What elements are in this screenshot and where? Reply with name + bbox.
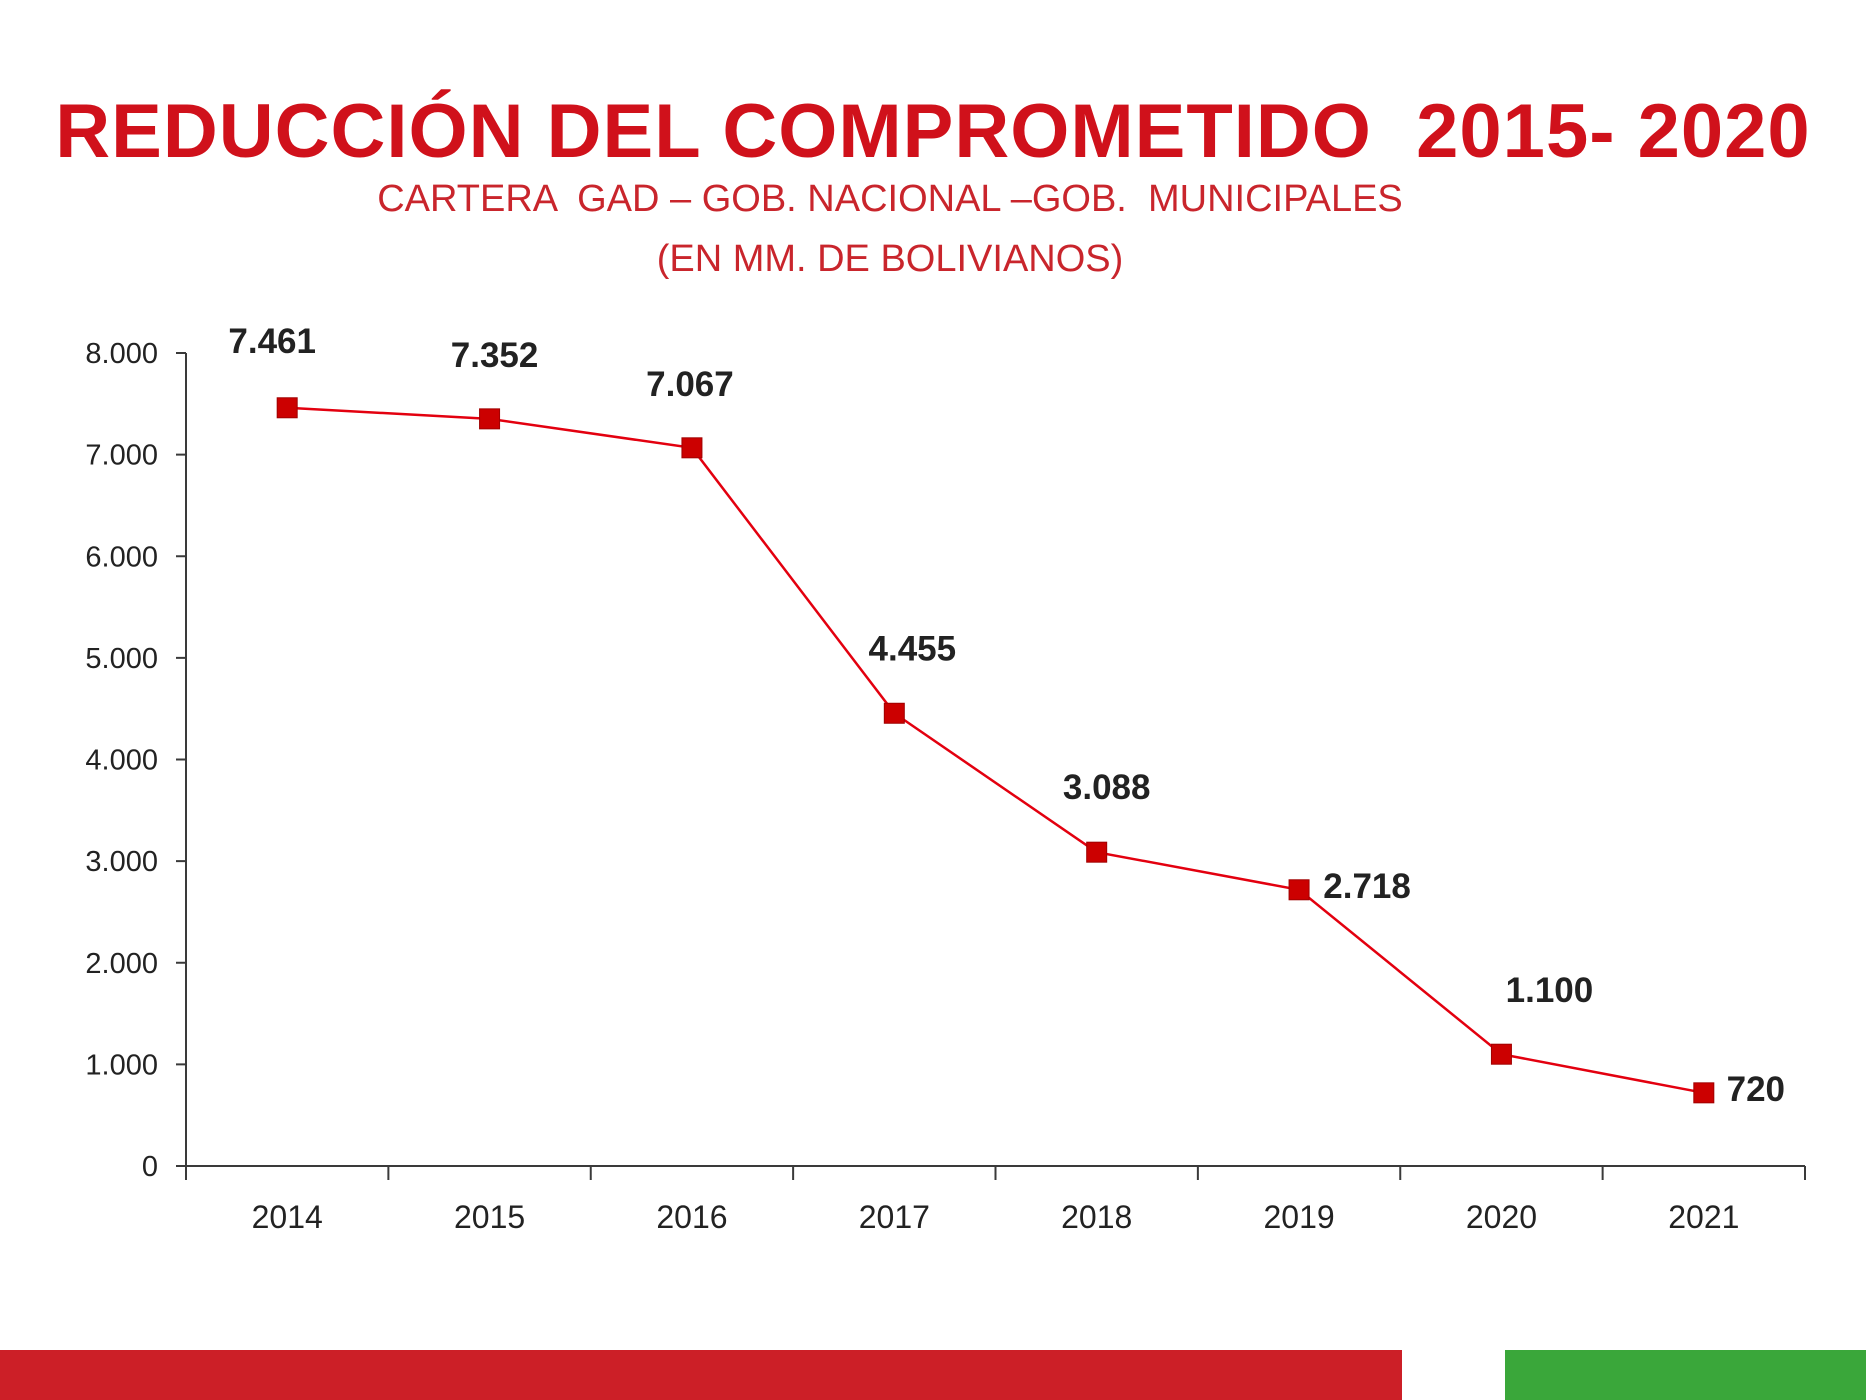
series-line <box>287 406 1705 1095</box>
y-tick-label: 1.000 <box>85 1049 158 1081</box>
data-label: 1.100 <box>1506 971 1594 1010</box>
y-tick-label: 3.000 <box>85 846 158 878</box>
x-tick-label: 2014 <box>252 1199 323 1235</box>
data-point-marker <box>681 437 703 459</box>
data-point-marker <box>1288 879 1310 901</box>
x-tick-label: 2018 <box>1061 1199 1132 1235</box>
y-tick-label: 4.000 <box>85 745 158 777</box>
y-tick-label: 0 <box>142 1151 158 1183</box>
x-tick-label: 2020 <box>1466 1199 1537 1235</box>
y-tick-label: 8.000 <box>85 338 158 370</box>
data-label: 720 <box>1727 1070 1785 1109</box>
data-point-marker <box>1693 1082 1715 1104</box>
data-label: 7.461 <box>228 322 316 361</box>
footer-red-bar <box>0 1350 1402 1400</box>
x-tick-label: 2021 <box>1668 1199 1739 1235</box>
y-tick-label: 6.000 <box>85 541 158 573</box>
chart-units-subtitle: (EN MM. DE BOLIVIANOS) <box>656 238 1124 280</box>
x-tick-label: 2015 <box>454 1199 525 1235</box>
y-tick-label: 5.000 <box>85 643 158 675</box>
y-tick-label: 2.000 <box>85 948 158 980</box>
x-tick-label: 2019 <box>1263 1199 1334 1235</box>
chart-subtitle: CARTERA GAD – GOB. NACIONAL –GOB. MUNICI… <box>377 178 1403 220</box>
data-point-marker <box>1490 1043 1512 1065</box>
data-point-marker <box>276 397 298 419</box>
data-point-marker <box>1086 841 1108 863</box>
data-label: 7.352 <box>451 336 539 375</box>
data-label: 7.067 <box>646 365 734 404</box>
data-label: 3.088 <box>1063 768 1151 807</box>
data-point-marker <box>479 408 501 430</box>
chart-title: REDUCCIÓN DEL COMPROMETIDO 2015- 2020 <box>55 89 1811 174</box>
data-point-marker <box>883 702 905 724</box>
footer-green-bar <box>1505 1350 1866 1400</box>
x-tick-label: 2017 <box>859 1199 930 1235</box>
x-tick-label: 2016 <box>656 1199 727 1235</box>
line-chart: 0 1.000 2.000 3.000 4.000 5.000 6.000 7.000 8.00… <box>85 322 1806 1235</box>
y-tick-label: 7.000 <box>85 440 158 472</box>
data-label: 4.455 <box>869 629 957 668</box>
data-label: 2.718 <box>1323 867 1411 906</box>
